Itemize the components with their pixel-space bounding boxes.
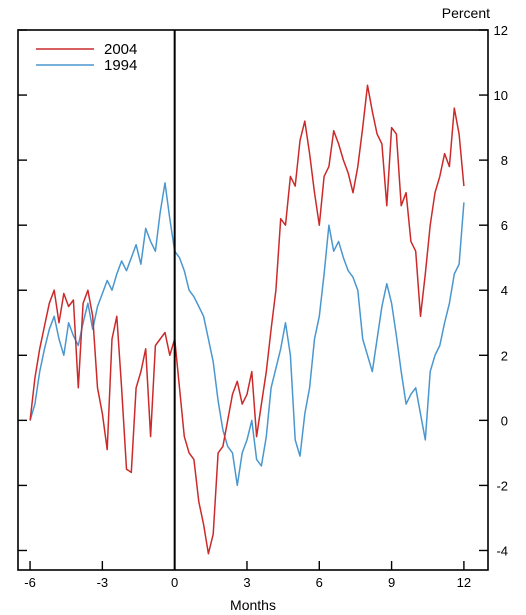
plot-frame — [17, 29, 489, 571]
y-tick-label: 0 — [501, 413, 508, 428]
x-axis-label: Months — [230, 597, 276, 613]
x-tick-label: -6 — [24, 575, 36, 590]
y-tick-label: 2 — [501, 348, 508, 363]
y-tick-label: 4 — [501, 283, 508, 298]
x-tick-label: 6 — [316, 575, 323, 590]
legend: 2004 1994 — [36, 41, 137, 74]
y-tick-label: 6 — [501, 218, 508, 233]
y-axis-label: Percent — [442, 5, 490, 21]
x-tick-label: 0 — [171, 575, 178, 590]
x-tick-label: -3 — [97, 575, 109, 590]
y-tick-label: 10 — [494, 88, 508, 103]
series-lines — [29, 84, 465, 555]
legend-label-1994: 1994 — [104, 57, 137, 74]
series-line-1994 — [29, 182, 465, 487]
legend-label-2004: 2004 — [104, 41, 137, 58]
x-tick-label: 3 — [243, 575, 250, 590]
y-tick-label: 12 — [494, 23, 508, 38]
y-tick-label: -2 — [496, 478, 508, 493]
series-line-2004 — [29, 84, 465, 555]
x-tick-label: 12 — [457, 575, 471, 590]
x-tick-label: 9 — [388, 575, 395, 590]
y-tick-label: -4 — [496, 543, 508, 558]
y-tick-label: 8 — [501, 153, 508, 168]
axis-ticks: -6 -3 0 3 6 9 12 -4 -2 0 2 4 6 8 10 12 — [18, 23, 508, 590]
